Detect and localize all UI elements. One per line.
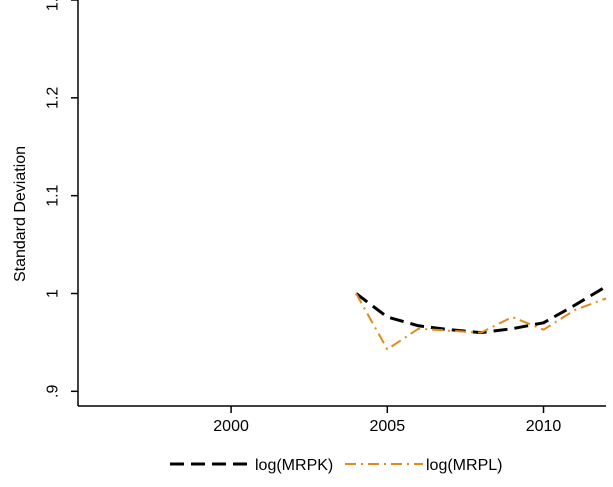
x-ticks: 2000 2005 2010 <box>213 406 561 435</box>
legend-label-log-mrpk: log(MRPK) <box>255 457 333 474</box>
y-ticks: .9 1 1.1 1.2 1.3 <box>45 0 78 398</box>
legend-label-log-mrpl: log(MRPL) <box>426 457 502 474</box>
y-tick-label: .9 <box>45 385 62 398</box>
y-tick-label: 1.3 <box>45 0 62 11</box>
y-tick-label: 1.1 <box>45 184 62 206</box>
legend: log(MRPK) log(MRPL) <box>170 457 502 474</box>
series-line-log-mrpl <box>355 293 607 351</box>
x-tick-label: 2010 <box>526 418 562 435</box>
axes <box>77 0 606 407</box>
x-tick-label: 2005 <box>370 418 406 435</box>
y-axis-title: Standard Deviation <box>12 146 29 282</box>
y-tick-label: 1 <box>45 289 62 298</box>
x-tick-label: 2000 <box>213 418 249 435</box>
plot-lines <box>355 285 607 351</box>
y-tick-label: 1.2 <box>45 87 62 109</box>
